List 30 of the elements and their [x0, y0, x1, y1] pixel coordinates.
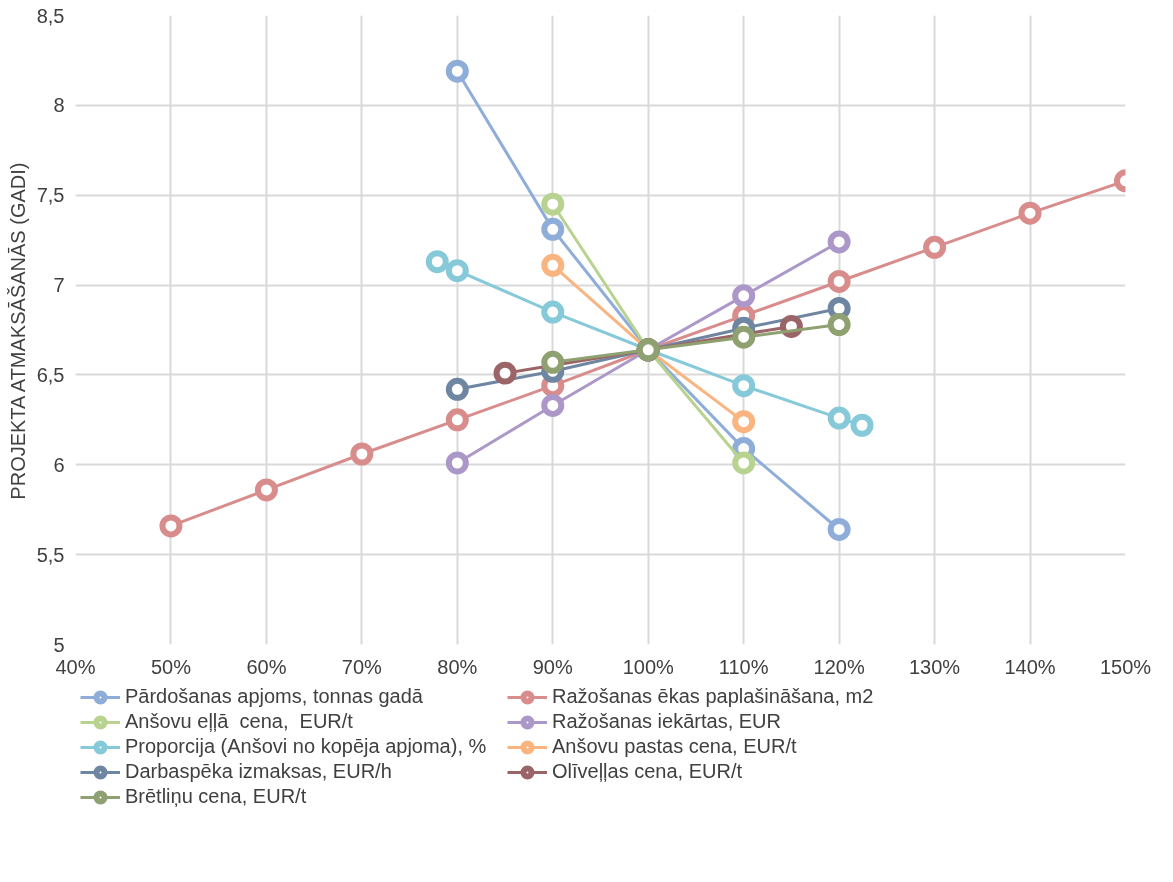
y-tick-label: 8: [53, 94, 65, 117]
x-tick-label: 140%: [1004, 655, 1056, 678]
x-tick-label: 70%: [341, 655, 383, 678]
legend-label: Pārdošanas apjoms, tonnas gadā: [125, 685, 424, 708]
x-tick-label: 150%: [1099, 655, 1152, 678]
x-tick-label: 120%: [813, 655, 865, 678]
y-tick-label: 6: [53, 453, 65, 476]
x-tick-label: 50%: [150, 655, 192, 678]
legend-label: Darbaspēka izmaksas, EUR/h: [125, 760, 393, 783]
legend-label: Brētliņu cena, EUR/t: [125, 785, 308, 808]
legend-label: Anšovu pastas cena, EUR/t: [552, 735, 798, 758]
x-tick-label: 80%: [437, 655, 478, 678]
legend-label: Ražošanas ēkas paplašināšana, m2: [552, 685, 875, 708]
y-tick-label: 7,5: [36, 184, 65, 207]
x-tick-label: 60%: [246, 655, 287, 678]
legend-label: Anšovu eļļā cena, EUR/t: [125, 710, 354, 733]
y-tick-label: 6,5: [36, 363, 65, 386]
y-tick-label: 8,5: [36, 4, 65, 27]
x-tick-label: 130%: [909, 655, 961, 678]
x-tick-label: 40%: [55, 655, 96, 678]
legend-label: Ražošanas iekārtas, EUR: [552, 710, 782, 733]
y-tick-label: 7: [53, 274, 65, 297]
legend-label: Olīveļļas cena, EUR/t: [552, 760, 744, 783]
y-tick-label: 5: [53, 633, 65, 656]
x-tick-label: 100%: [622, 655, 675, 678]
y-axis-title: PROJEKTA ATMAKSĀŠANĀS (GADI): [6, 162, 29, 500]
x-tick-label: 90%: [532, 655, 573, 678]
x-tick-label: 110%: [718, 655, 769, 678]
y-tick-label: 5,5: [36, 543, 65, 566]
legend-label: Proporcija (Anšovi no kopēja apjoma), %: [125, 735, 488, 758]
